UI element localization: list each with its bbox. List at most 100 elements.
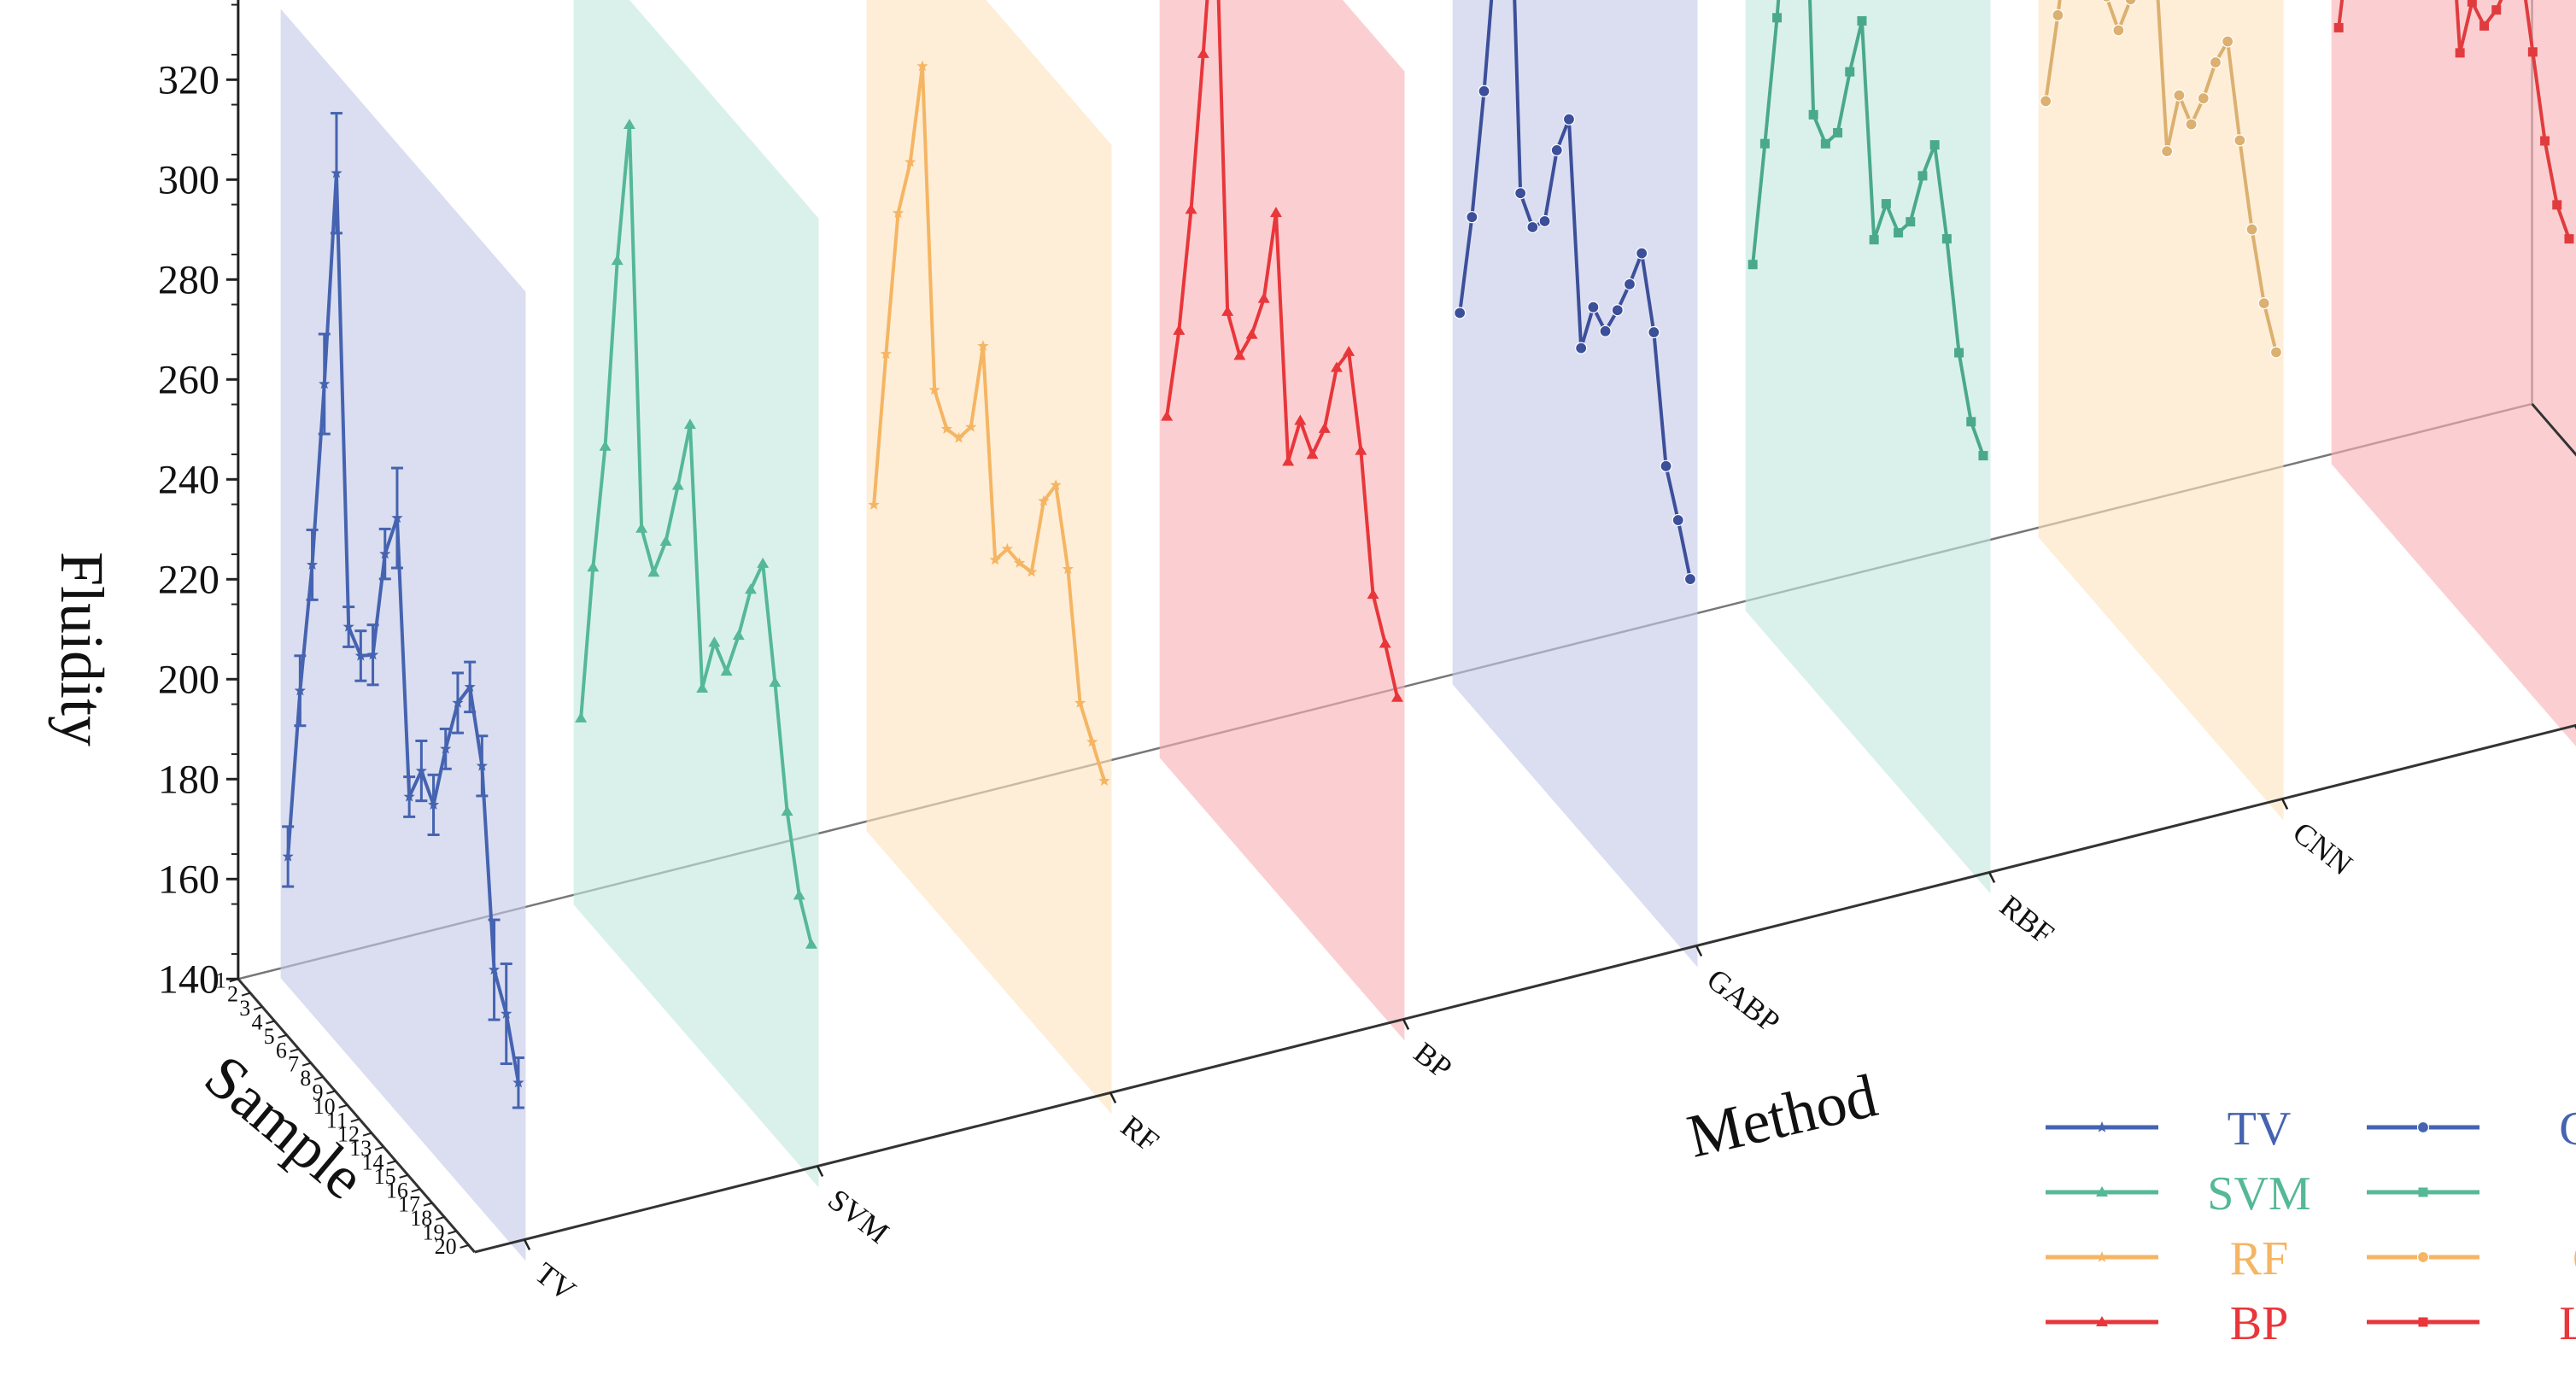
data-point bbox=[2245, 223, 2258, 236]
method-plane-bp bbox=[1159, 0, 1405, 1041]
method-tick-label-bp: BP bbox=[1408, 1035, 1458, 1085]
data-point bbox=[415, 764, 427, 776]
data-point bbox=[1173, 324, 1186, 335]
data-point bbox=[977, 340, 989, 351]
data-point bbox=[1575, 342, 1588, 354]
data-point bbox=[1526, 220, 1539, 234]
data-point bbox=[732, 629, 745, 641]
sample-tick-label: 4 bbox=[251, 1010, 262, 1035]
z-tick-label: 200 bbox=[158, 657, 220, 702]
data-series bbox=[282, 0, 2574, 1109]
sample-tick-label: 15 bbox=[374, 1164, 396, 1189]
legend-item-tv: TV bbox=[2046, 1103, 2291, 1156]
method-tick bbox=[1109, 1091, 1117, 1104]
method-tick-label-tv: TV bbox=[529, 1255, 582, 1308]
sample-tick bbox=[290, 1048, 300, 1053]
data-point bbox=[952, 431, 965, 443]
data-point bbox=[427, 799, 440, 810]
data-point bbox=[2101, 0, 2111, 3]
box-edge bbox=[474, 723, 2576, 1254]
data-point bbox=[464, 681, 476, 692]
sample-tick-label: 7 bbox=[288, 1052, 299, 1077]
data-point bbox=[708, 636, 721, 647]
z-tick-label: 180 bbox=[158, 757, 220, 802]
data-point bbox=[354, 649, 366, 661]
legend-item-rf: RF bbox=[2046, 1232, 2288, 1285]
data-point bbox=[1562, 113, 1576, 126]
data-point bbox=[1269, 207, 1282, 218]
data-point bbox=[1683, 572, 1697, 586]
data-point bbox=[611, 255, 624, 266]
data-point bbox=[587, 561, 600, 572]
data-point bbox=[880, 348, 892, 360]
data-point bbox=[1833, 127, 1843, 138]
data-point bbox=[282, 851, 294, 862]
data-point bbox=[2234, 134, 2246, 147]
series-svm bbox=[575, 119, 817, 949]
data-point bbox=[1074, 697, 1086, 708]
series-gabp bbox=[1454, 0, 1697, 586]
data-point bbox=[2455, 48, 2465, 58]
data-point bbox=[1161, 410, 1174, 421]
data-point bbox=[1772, 13, 1783, 23]
data-point bbox=[2479, 20, 2490, 31]
data-point bbox=[1894, 228, 1904, 238]
sample-tick bbox=[313, 1076, 324, 1081]
series-line-rf bbox=[872, 64, 1106, 782]
z-tick-label: 160 bbox=[158, 857, 220, 902]
sample-tick bbox=[241, 992, 251, 997]
data-point bbox=[1454, 307, 1467, 319]
sample-tick bbox=[278, 1033, 287, 1039]
box-edge bbox=[237, 978, 476, 1254]
z-tick-label: 320 bbox=[158, 57, 220, 102]
sample-tick-label: 16 bbox=[386, 1178, 408, 1202]
data-point bbox=[1954, 348, 1964, 358]
data-point bbox=[1759, 138, 1770, 149]
data-point bbox=[440, 742, 452, 754]
data-point bbox=[892, 207, 905, 219]
data-point bbox=[1343, 345, 1355, 356]
data-point bbox=[2124, 0, 2137, 6]
z-tick-label: 280 bbox=[158, 257, 220, 302]
method-plane-rbf bbox=[1745, 0, 1991, 894]
series-cnn bbox=[2040, 0, 2283, 359]
legend-label: RF bbox=[2230, 1232, 2289, 1285]
data-point bbox=[635, 522, 648, 533]
data-point bbox=[306, 559, 319, 570]
method-tick-label-rbf: RBF bbox=[1993, 888, 2060, 951]
method-tick bbox=[1695, 945, 1703, 957]
data-point bbox=[488, 963, 501, 975]
data-point bbox=[599, 440, 612, 451]
data-point bbox=[1845, 67, 1855, 77]
series-rbf bbox=[1748, 0, 1988, 461]
series-rf bbox=[868, 60, 1110, 787]
data-point bbox=[2185, 118, 2198, 131]
data-point bbox=[1197, 47, 1209, 58]
data-point bbox=[1978, 451, 1988, 461]
method-tick bbox=[1402, 1018, 1410, 1031]
data-point bbox=[1098, 775, 1110, 787]
data-point bbox=[1636, 247, 1648, 260]
data-point bbox=[1550, 143, 1563, 157]
data-point bbox=[1599, 325, 1612, 337]
sample-tick-label: 9 bbox=[312, 1080, 323, 1105]
data-point bbox=[696, 682, 709, 693]
data-point bbox=[1587, 301, 1600, 313]
data-point bbox=[2418, 1317, 2428, 1327]
data-point bbox=[671, 479, 684, 490]
data-point bbox=[2564, 234, 2574, 244]
data-point bbox=[1086, 735, 1098, 747]
sample-tick-label: 12 bbox=[337, 1122, 360, 1147]
data-point bbox=[793, 889, 805, 900]
data-point bbox=[1233, 349, 1246, 360]
sample-tick-label: 19 bbox=[422, 1220, 444, 1245]
legend-item-rbf: RBF bbox=[2367, 1187, 2479, 1197]
legend-item-cnn: CNN bbox=[2367, 1232, 2576, 1285]
data-point bbox=[331, 167, 342, 178]
method-tick bbox=[816, 1165, 824, 1178]
data-point bbox=[1869, 235, 1879, 245]
data-point bbox=[916, 60, 928, 72]
sample-tick-label: 3 bbox=[239, 996, 250, 1021]
legend-item-gabp: GABP bbox=[2367, 1103, 2576, 1156]
